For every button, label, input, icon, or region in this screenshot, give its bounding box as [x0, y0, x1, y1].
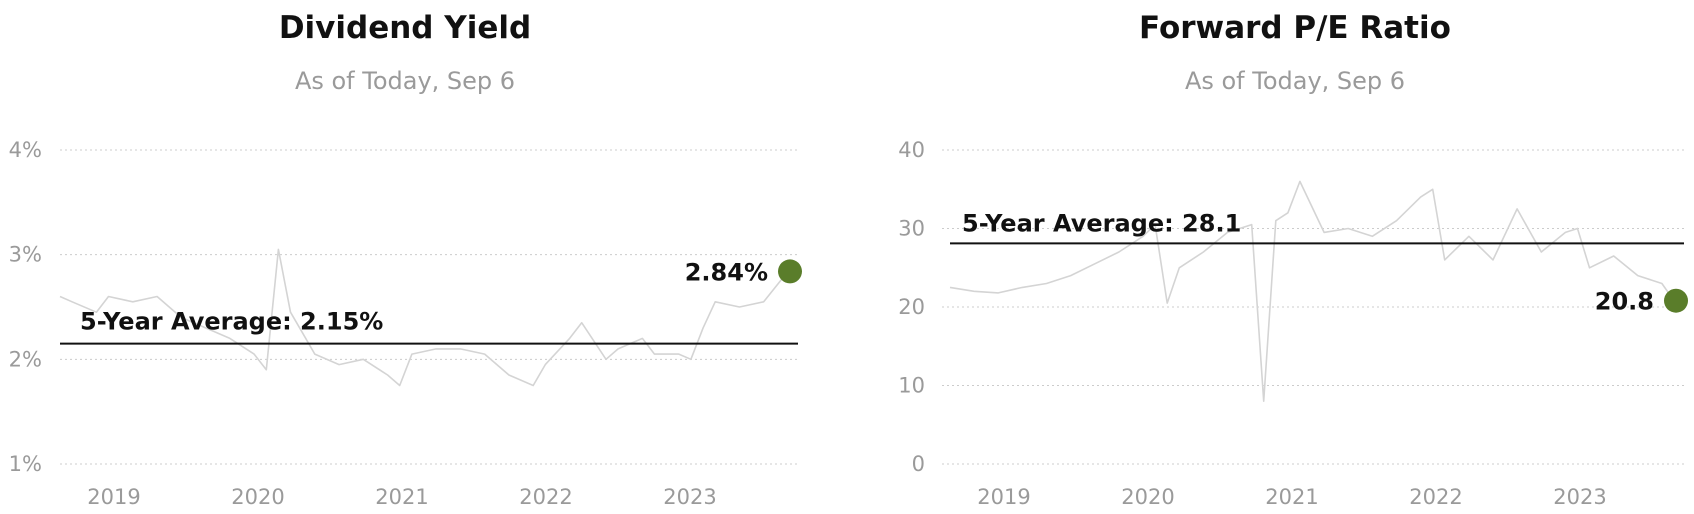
x-tick-label: 2020	[1121, 485, 1174, 509]
series-layer	[59, 248, 789, 387]
average-label: 5-Year Average: 2.15%	[80, 308, 383, 336]
y-tick-label: 20	[898, 295, 925, 319]
series-line	[949, 180, 1675, 402]
forward-pe-chart: Forward P/E Ratio As of Today, Sep 6 40 3…	[898, 10, 1688, 509]
y-axis-ticks: 40 30 20 10 0	[898, 138, 925, 476]
chart-subtitle: As of Today, Sep 6	[1185, 67, 1405, 95]
x-tick-label: 2021	[1265, 485, 1318, 509]
series-line	[59, 248, 789, 387]
current-value-label: 2.84%	[685, 258, 768, 286]
average-layer: 5-Year Average: 28.1	[950, 209, 1684, 245]
y-tick-label: 40	[898, 138, 925, 162]
current-value-marker	[778, 259, 802, 284]
chart-title: Dividend Yield	[279, 10, 531, 46]
chart-subtitle: As of Today, Sep 6	[295, 67, 515, 95]
x-tick-label: 2023	[663, 485, 716, 509]
grid-lines	[942, 149, 1684, 465]
grid-lines	[60, 149, 798, 465]
y-tick-label: 3%	[9, 243, 42, 267]
y-axis-ticks: 4% 3% 2% 1%	[9, 138, 42, 476]
series-layer	[949, 180, 1675, 402]
y-tick-label: 10	[898, 374, 925, 398]
x-tick-label: 2023	[1553, 485, 1606, 509]
average-label: 5-Year Average: 28.1	[962, 209, 1241, 237]
x-tick-label: 2022	[1409, 485, 1462, 509]
y-tick-label: 1%	[9, 452, 42, 476]
y-tick-label: 0	[912, 452, 925, 476]
x-tick-label: 2022	[519, 485, 572, 509]
x-tick-label: 2019	[87, 485, 140, 509]
y-tick-label: 30	[898, 217, 925, 241]
y-tick-label: 4%	[9, 138, 42, 162]
current-value-label: 20.8	[1595, 288, 1654, 316]
x-tick-label: 2021	[375, 485, 428, 509]
current-value-layer: 20.8	[1595, 288, 1688, 316]
y-tick-label: 2%	[9, 347, 42, 371]
x-axis-ticks: 2019 2020 2021 2022 2023	[977, 485, 1606, 509]
dividend-yield-chart: Dividend Yield As of Today, Sep 6 4% 3% 2%…	[9, 10, 802, 509]
x-tick-label: 2019	[977, 485, 1030, 509]
x-tick-label: 2020	[231, 485, 284, 509]
x-axis-ticks: 2019 2020 2021 2022 2023	[87, 485, 716, 509]
chart-title: Forward P/E Ratio	[1139, 10, 1451, 46]
current-value-layer: 2.84%	[685, 258, 802, 286]
average-layer: 5-Year Average: 2.15%	[60, 308, 798, 345]
current-value-marker	[1664, 288, 1688, 313]
